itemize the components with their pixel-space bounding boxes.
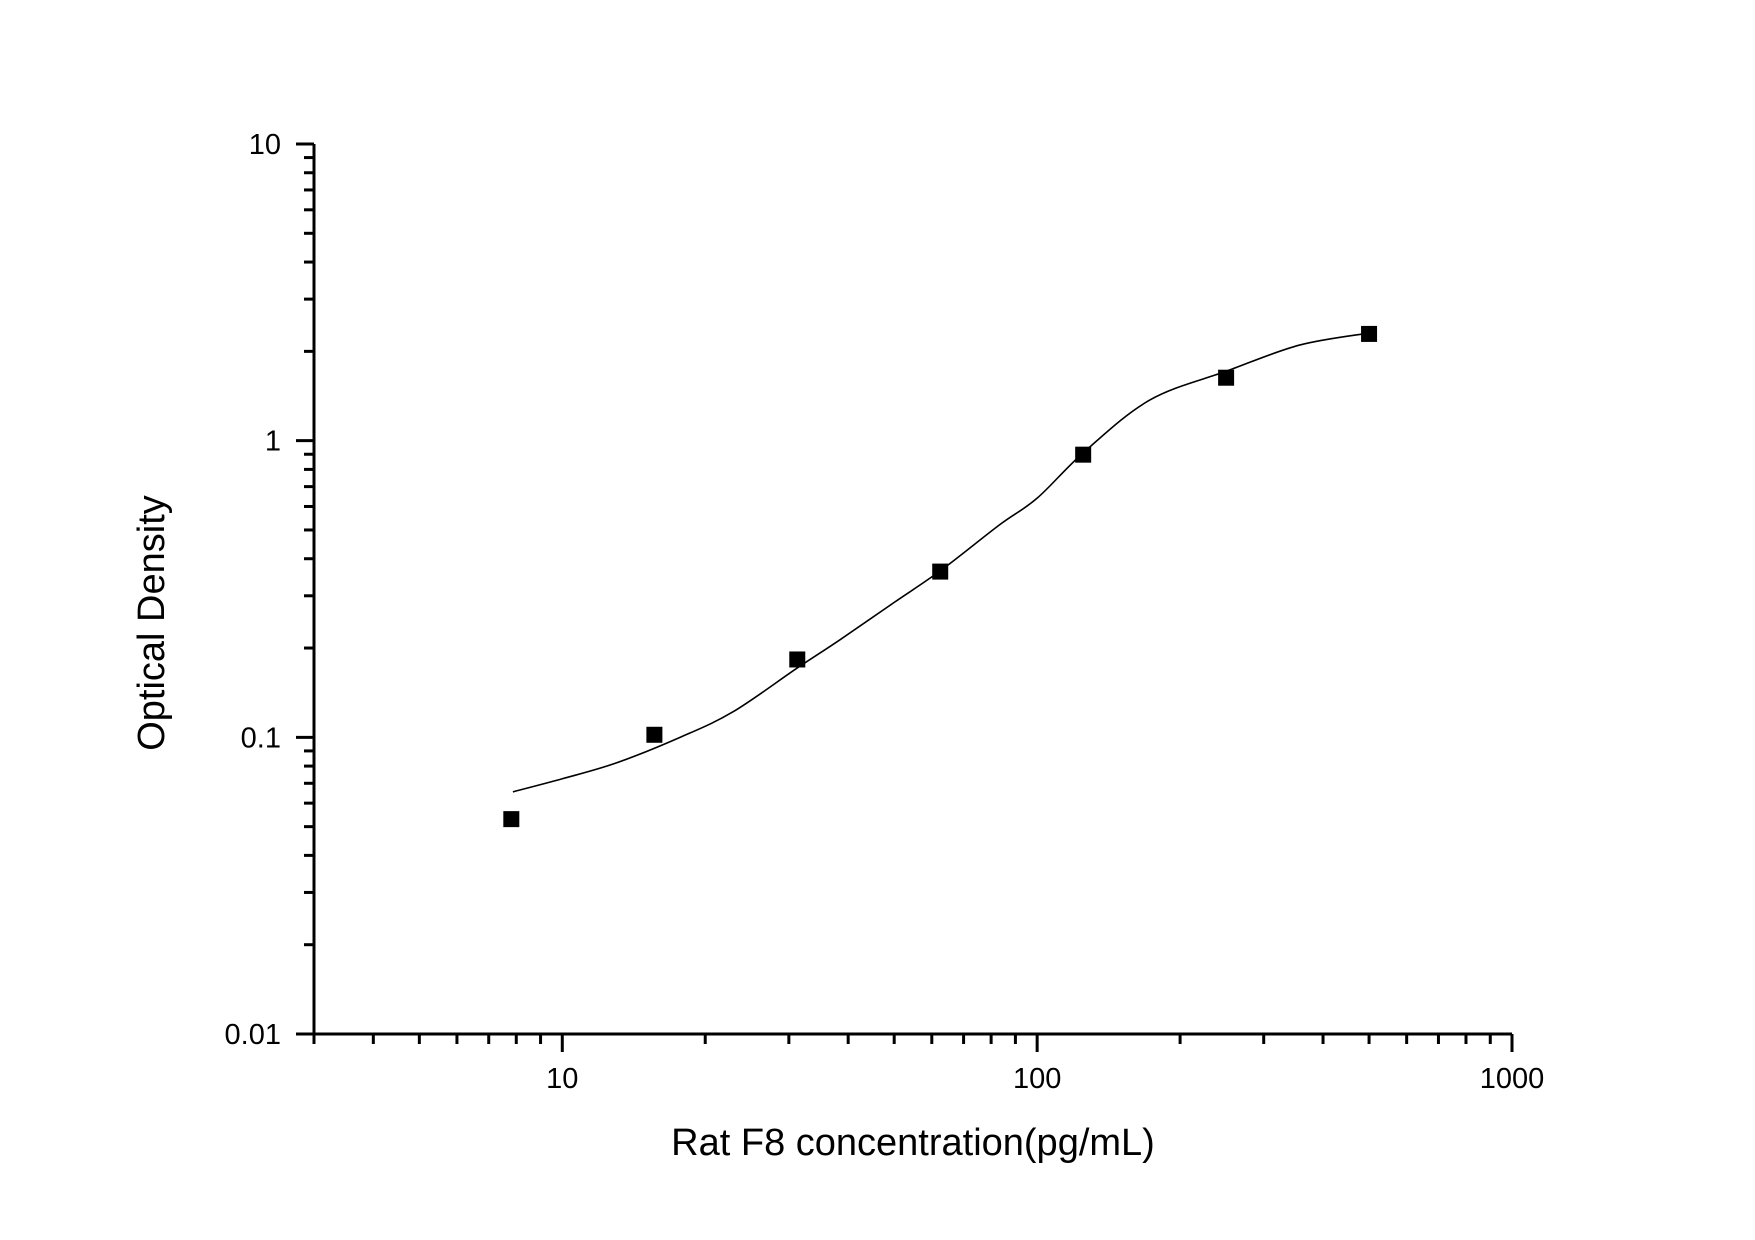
data-point-square-marker [932,563,949,580]
y-tick-label: 0.1 [241,722,281,754]
x-tick-label: 100 [1013,1063,1061,1095]
x-axis-title: Rat F8 concentration(pg/mL) [671,1122,1155,1164]
data-point-square-marker [503,811,520,828]
x-tick-label: 10 [546,1063,578,1095]
y-tick-label: 10 [249,129,281,161]
fit-curve-line [512,332,1371,793]
data-series [503,325,1378,828]
data-point-square-marker [1218,369,1235,386]
y-tick-label: 1 [265,426,281,458]
data-point-square-marker [1075,446,1092,463]
y-tick-label: 0.01 [225,1019,281,1051]
y-axis-title: Optical Density [131,495,173,751]
x-axis: 10 100 1000 [312,1032,1545,1095]
x-tick-label: 1000 [1480,1063,1545,1095]
data-point-square-marker [789,651,806,668]
data-point-square-marker [1361,325,1378,342]
y-axis: 0.01 0.1 1 10 [225,129,316,1051]
data-point-square-marker [646,726,663,743]
